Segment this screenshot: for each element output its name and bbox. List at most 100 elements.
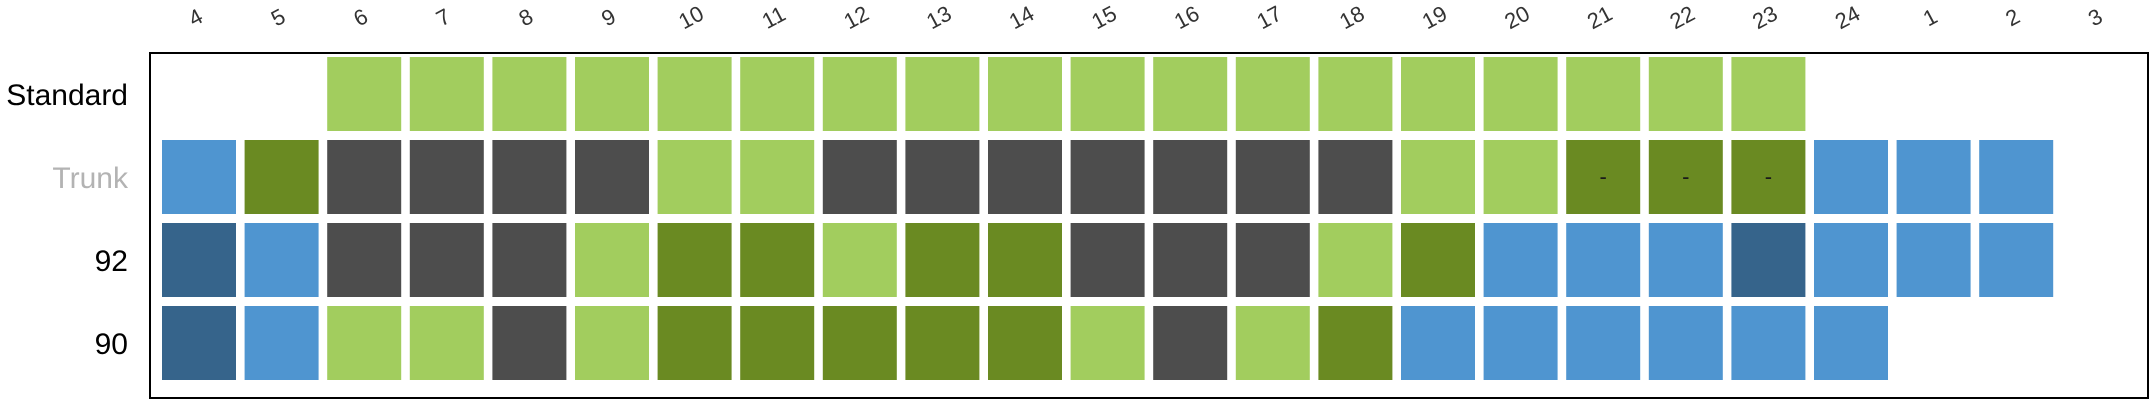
chart-frame xyxy=(149,52,2149,399)
cell-label: - xyxy=(1600,164,1607,189)
row-label: Standard xyxy=(6,79,128,112)
cell-label: - xyxy=(1765,164,1772,189)
heatmap-cell xyxy=(740,140,815,214)
heatmap-cell xyxy=(1401,57,1475,131)
column-label: 21 xyxy=(1583,1,1616,35)
heatmap-cell xyxy=(1070,140,1145,214)
heatmap-cell xyxy=(822,306,897,380)
heatmap-cell xyxy=(492,306,567,380)
heatmap-cell xyxy=(1235,306,1310,380)
heatmap-cell xyxy=(1070,306,1145,380)
row-label: 90 xyxy=(95,328,128,361)
heatmap-cell xyxy=(409,140,484,214)
column-label: 6 xyxy=(349,3,372,31)
heatmap-cell xyxy=(492,223,567,297)
heatmap-cell xyxy=(822,223,897,297)
heatmap-cell xyxy=(1731,306,1806,380)
heatmap-cell xyxy=(1401,223,1475,297)
heatmap-cell xyxy=(740,306,815,380)
row-label: 92 xyxy=(95,245,128,278)
heatmap-cell xyxy=(1814,306,1888,380)
heatmap-cell xyxy=(1648,306,1723,380)
heatmap-cell xyxy=(1648,140,1723,214)
heatmap-cell xyxy=(162,140,236,214)
column-label: 12 xyxy=(840,1,873,35)
heatmap-cell xyxy=(1235,223,1310,297)
heatmap-cell xyxy=(822,57,897,131)
column-label: 10 xyxy=(674,1,707,35)
column-label: 9 xyxy=(597,3,620,31)
heatmap-cell xyxy=(1070,57,1145,131)
heatmap-cell xyxy=(988,140,1062,214)
heatmap-cell xyxy=(327,57,402,131)
heatmap-cell xyxy=(1814,140,1888,214)
heatmap-cell xyxy=(575,306,649,380)
heatmap-cell xyxy=(988,57,1062,131)
column-label: 23 xyxy=(1748,1,1781,35)
column-label: 18 xyxy=(1335,1,1368,35)
column-label: 13 xyxy=(922,1,955,35)
column-label: 19 xyxy=(1418,1,1451,35)
heatmap-cell xyxy=(657,57,732,131)
heatmap-cell xyxy=(327,306,402,380)
heatmap-cell xyxy=(1896,140,1971,214)
heatmap-cell xyxy=(905,57,980,131)
column-label: 11 xyxy=(758,1,790,34)
heatmap-cell xyxy=(1153,223,1228,297)
column-label: 7 xyxy=(432,3,455,31)
heatmap-cell xyxy=(1979,140,2054,214)
column-label: 2 xyxy=(2001,3,2024,31)
heatmap-cell xyxy=(1483,223,1558,297)
column-label: 24 xyxy=(1831,1,1864,35)
heatmap-cell xyxy=(244,140,319,214)
heatmap-cell xyxy=(740,57,815,131)
heatmap-cell xyxy=(409,223,484,297)
heatmap-cell xyxy=(1566,140,1641,214)
column-label: 16 xyxy=(1170,1,1203,35)
heatmap-cell xyxy=(1979,223,2054,297)
heatmap-cell xyxy=(1731,223,1806,297)
heatmap-cell xyxy=(1153,57,1228,131)
heatmap-cell xyxy=(1566,223,1641,297)
heatmap-cell xyxy=(905,306,980,380)
row-label: Trunk xyxy=(52,162,129,195)
heatmap-cell xyxy=(657,306,732,380)
heatmap-cell xyxy=(1153,306,1228,380)
heatmap-cell xyxy=(244,306,319,380)
heatmap-cell xyxy=(740,223,815,297)
heatmap-cell xyxy=(409,306,484,380)
heatmap-cell xyxy=(1070,223,1145,297)
heatmap-cell xyxy=(492,57,567,131)
heatmap-cell xyxy=(575,140,649,214)
heatmap-cell xyxy=(988,306,1062,380)
heatmap-cell xyxy=(1318,57,1393,131)
column-label: 1 xyxy=(1919,3,1942,31)
heatmap-cell xyxy=(1235,57,1310,131)
heatmap-cell xyxy=(409,57,484,131)
heatmap-cell xyxy=(1896,223,1971,297)
heatmap-cell xyxy=(1153,140,1228,214)
column-label: 20 xyxy=(1500,1,1533,35)
heatmap-cell xyxy=(1483,140,1558,214)
column-labels: 4 5 6 7 8 9 10 11 12 13 14 15 16 17 18 19 20 21 22 23 24 1 2 3 xyxy=(184,1,2106,35)
heatmap-cell xyxy=(905,223,980,297)
heatmap-cell xyxy=(1566,306,1641,380)
column-label: 4 xyxy=(184,3,207,31)
column-label: 22 xyxy=(1666,1,1699,35)
heatmap-cell xyxy=(1731,57,1806,131)
column-label: 15 xyxy=(1087,1,1120,35)
column-label: 3 xyxy=(2084,3,2107,31)
column-label: 17 xyxy=(1253,1,1286,35)
heatmap-cell xyxy=(1318,306,1393,380)
heatmap-cell xyxy=(162,306,236,380)
column-label: 8 xyxy=(515,3,538,31)
heatmap-cell xyxy=(1566,57,1641,131)
heatmap-cell xyxy=(988,223,1062,297)
row-labels: Standard Trunk 92 90 xyxy=(6,79,129,361)
heatmap-cell xyxy=(492,140,567,214)
heatmap-cell xyxy=(244,223,319,297)
cell-label: - xyxy=(1682,164,1689,189)
heatmap-cell xyxy=(1318,223,1393,297)
heatmap-cell xyxy=(575,223,649,297)
